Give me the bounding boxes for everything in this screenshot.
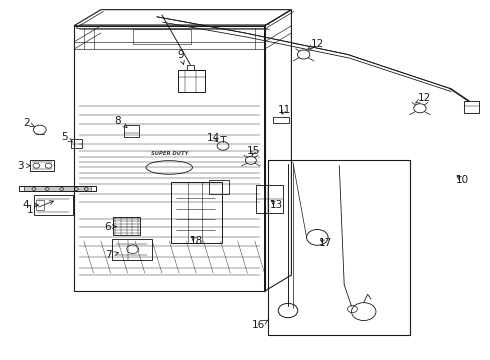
Text: 15: 15 <box>247 146 260 156</box>
Text: 18: 18 <box>190 236 203 246</box>
Text: 2: 2 <box>23 118 35 128</box>
Text: 11: 11 <box>277 105 291 115</box>
Text: SUPER DUTY: SUPER DUTY <box>150 150 188 156</box>
Text: 14: 14 <box>207 133 220 143</box>
Text: 16: 16 <box>252 320 268 330</box>
Text: 13: 13 <box>270 200 283 210</box>
Text: 4: 4 <box>23 200 39 210</box>
Text: 3: 3 <box>17 161 30 171</box>
Text: 10: 10 <box>456 175 469 185</box>
Text: 8: 8 <box>115 116 127 127</box>
Text: 17: 17 <box>319 238 332 248</box>
Text: 6: 6 <box>104 222 116 231</box>
Text: 12: 12 <box>416 93 431 103</box>
Text: 12: 12 <box>308 39 324 49</box>
Text: 5: 5 <box>61 132 73 142</box>
Text: 9: 9 <box>177 50 184 64</box>
Text: 1: 1 <box>26 201 53 216</box>
Text: 7: 7 <box>105 250 119 260</box>
